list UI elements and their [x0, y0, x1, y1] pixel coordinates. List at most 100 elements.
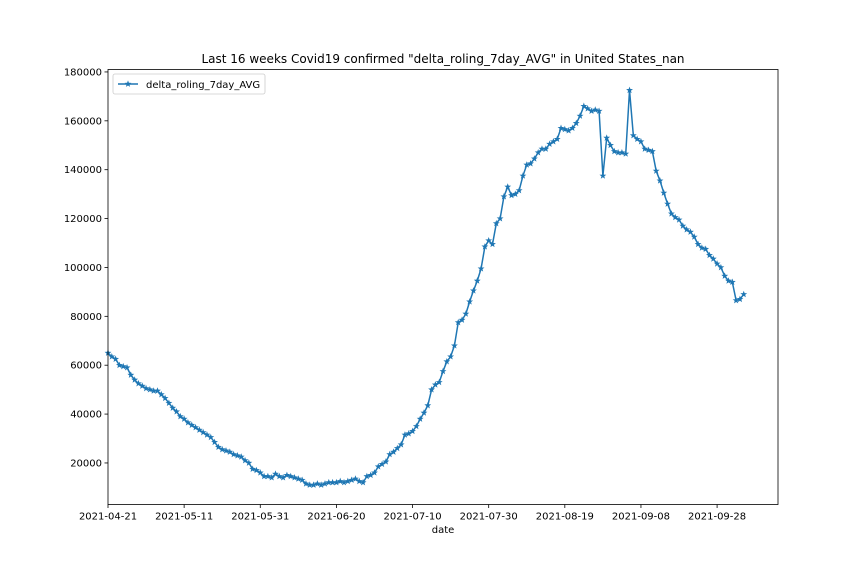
data-point: [348, 476, 356, 483]
data-point: [530, 155, 538, 162]
data-point: [656, 177, 664, 184]
data-point: [382, 458, 390, 465]
data-point: [614, 148, 622, 156]
data-point: [473, 277, 481, 284]
data-point: [683, 225, 691, 233]
data-point: [584, 105, 592, 112]
data-point: [226, 448, 234, 455]
data-point: [515, 186, 523, 194]
x-tick-label: 2021-07-10: [383, 512, 441, 523]
data-point: [116, 361, 123, 369]
data-point: [207, 433, 215, 441]
data-point: [728, 278, 736, 286]
data-point: [272, 470, 279, 477]
legend-star-marker: [124, 80, 132, 87]
y-tick-label: 180000: [64, 67, 102, 78]
data-point: [253, 466, 260, 474]
data-point: [363, 472, 371, 480]
data-point: [336, 477, 344, 485]
data-point: [131, 376, 139, 383]
data-point: [717, 263, 725, 271]
plot-area: [104, 86, 748, 488]
data-point: [603, 134, 611, 141]
data-point: [268, 474, 276, 481]
data-point: [401, 431, 409, 438]
data-point: [412, 422, 420, 430]
data-point: [485, 236, 493, 244]
data-point: [713, 260, 721, 267]
data-point: [154, 387, 161, 394]
x-tick-label: 2021-05-31: [231, 512, 289, 523]
data-point: [211, 438, 219, 446]
data-point: [260, 472, 268, 480]
x-tick-label: 2021-07-30: [460, 512, 518, 523]
data-point: [203, 431, 211, 438]
data-point: [367, 471, 375, 479]
data-point: [298, 476, 306, 483]
data-point: [546, 140, 554, 147]
data-point: [439, 367, 447, 375]
data-point: [146, 386, 154, 393]
data-point: [538, 145, 546, 152]
y-tick-label: 80000: [70, 312, 102, 323]
data-point: [424, 401, 432, 409]
data-point: [150, 387, 158, 394]
data-point: [595, 107, 603, 114]
data-point: [420, 409, 428, 416]
data-point: [466, 298, 474, 305]
data-point: [447, 353, 455, 360]
data-point: [500, 192, 508, 200]
data-point: [652, 167, 660, 174]
data-point: [454, 318, 462, 326]
data-point: [222, 447, 230, 454]
y-tick-label: 40000: [70, 410, 102, 421]
data-point: [618, 148, 626, 156]
data-point: [675, 216, 683, 223]
data-point: [108, 353, 116, 360]
data-point: [112, 355, 120, 363]
data-point: [294, 475, 302, 482]
data-point: [371, 469, 378, 476]
x-axis-label: date: [432, 525, 455, 536]
data-point: [291, 474, 298, 481]
data-point: [317, 481, 325, 488]
data-point: [736, 295, 744, 303]
x-tick-label: 2021-06-20: [307, 512, 365, 523]
data-point: [332, 478, 340, 486]
data-point: [660, 189, 668, 196]
data-point: [321, 480, 329, 487]
data-point: [557, 124, 565, 132]
data-point: [325, 478, 333, 486]
data-point: [458, 316, 466, 323]
x-tick-label: 2021-09-28: [688, 512, 746, 523]
data-point: [329, 478, 337, 486]
data-point: [443, 357, 451, 365]
data-point: [237, 453, 245, 460]
data-point: [549, 137, 557, 145]
data-point: [610, 147, 618, 155]
data-point: [637, 137, 645, 145]
data-point: [416, 415, 424, 422]
data-point: [192, 423, 199, 431]
data-point: [534, 148, 542, 156]
data-point: [435, 378, 443, 386]
data-point: [698, 244, 706, 251]
data-point: [565, 127, 573, 134]
data-point: [462, 310, 470, 317]
y-tick-label: 160000: [64, 116, 102, 127]
data-point: [553, 135, 561, 143]
y-tick-label: 100000: [64, 263, 102, 274]
data-point: [431, 381, 439, 388]
data-point: [477, 265, 485, 272]
data-point: [249, 465, 257, 472]
data-point: [397, 441, 405, 448]
data-point: [694, 240, 702, 248]
data-point: [138, 382, 146, 389]
data-point: [569, 124, 576, 132]
data-point: [142, 384, 150, 392]
data-point: [310, 481, 317, 488]
data-point: [214, 443, 222, 450]
plot-frame: [107, 69, 779, 505]
data-point: [119, 362, 127, 370]
